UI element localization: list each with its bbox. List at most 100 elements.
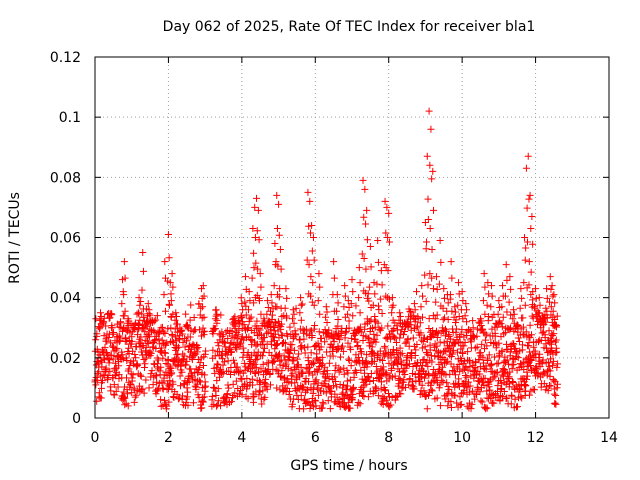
data-point (259, 360, 267, 368)
data-point (547, 382, 555, 390)
data-point (307, 229, 315, 237)
data-point (135, 294, 143, 302)
data-point (257, 365, 265, 373)
data-point (250, 299, 258, 307)
data-point (315, 328, 323, 336)
data-point (92, 373, 100, 381)
data-point (544, 387, 552, 395)
data-point (252, 259, 260, 267)
data-point (300, 335, 308, 343)
data-point (384, 390, 392, 398)
data-point (398, 384, 406, 392)
data-point (108, 324, 116, 332)
data-point (341, 282, 349, 290)
data-point (275, 200, 283, 208)
data-point (363, 351, 371, 359)
data-point (516, 385, 524, 393)
data-point (263, 385, 271, 393)
data-point (510, 306, 518, 314)
data-point (102, 322, 110, 330)
data-point (160, 328, 168, 336)
y-tick-label: 0.1 (59, 110, 81, 126)
data-point (255, 391, 263, 399)
data-point (308, 247, 316, 255)
data-point (274, 262, 282, 270)
data-point (519, 341, 527, 349)
data-point (432, 327, 440, 335)
data-point (337, 353, 345, 361)
data-point (373, 280, 381, 288)
data-point (255, 236, 263, 244)
data-point (446, 291, 454, 299)
data-point (411, 318, 419, 326)
data-point (489, 374, 497, 382)
data-point (161, 349, 169, 357)
data-point (521, 234, 529, 241)
data-point (431, 352, 439, 360)
data-point (499, 282, 507, 290)
data-point (139, 342, 147, 350)
data-point (168, 332, 176, 340)
data-point (235, 326, 243, 334)
data-point (305, 222, 313, 230)
data-point (409, 334, 417, 342)
data-point (276, 246, 284, 254)
data-point (164, 356, 172, 364)
data-point (220, 358, 228, 366)
data-point (277, 372, 285, 380)
data-point (145, 384, 153, 392)
data-point (510, 327, 518, 335)
data-point (187, 301, 195, 309)
data-point (281, 339, 289, 347)
data-point (510, 360, 518, 368)
data-point (464, 348, 472, 356)
data-point (536, 301, 544, 309)
data-point (371, 312, 379, 320)
data-point (436, 402, 444, 410)
data-point (152, 344, 160, 352)
data-point (267, 326, 275, 334)
data-point (271, 240, 279, 248)
data-point (161, 396, 169, 404)
data-point (135, 322, 143, 330)
data-point (239, 344, 247, 352)
data-point (427, 352, 435, 360)
data-point (146, 348, 154, 356)
data-point (503, 276, 511, 284)
data-point (505, 298, 513, 306)
data-point (408, 349, 416, 357)
data-point (323, 370, 331, 378)
data-point (454, 381, 462, 389)
data-point (307, 273, 315, 281)
data-point (139, 305, 147, 313)
data-point (238, 300, 246, 308)
data-point (426, 346, 434, 354)
data-point (151, 336, 159, 344)
data-point (358, 250, 366, 258)
data-point (422, 245, 430, 253)
data-point (266, 307, 274, 315)
data-point (385, 295, 393, 303)
data-point (545, 359, 553, 367)
data-point (498, 347, 506, 355)
x-tick-label: 0 (91, 430, 100, 446)
data-point (477, 397, 485, 405)
data-point (323, 318, 331, 326)
x-tick-label: 12 (527, 430, 545, 446)
data-point (345, 303, 353, 311)
data-point (304, 343, 312, 351)
data-point (487, 303, 495, 311)
data-point (272, 341, 280, 349)
data-point (526, 348, 534, 356)
data-point (152, 316, 160, 324)
data-point (382, 334, 390, 342)
data-point (510, 310, 518, 318)
data-point (435, 280, 443, 288)
data-point (461, 312, 469, 320)
data-point (310, 256, 318, 264)
data-point (237, 312, 245, 320)
data-point (338, 398, 346, 406)
data-point (270, 282, 278, 290)
data-point (527, 224, 535, 232)
data-point (255, 297, 263, 305)
